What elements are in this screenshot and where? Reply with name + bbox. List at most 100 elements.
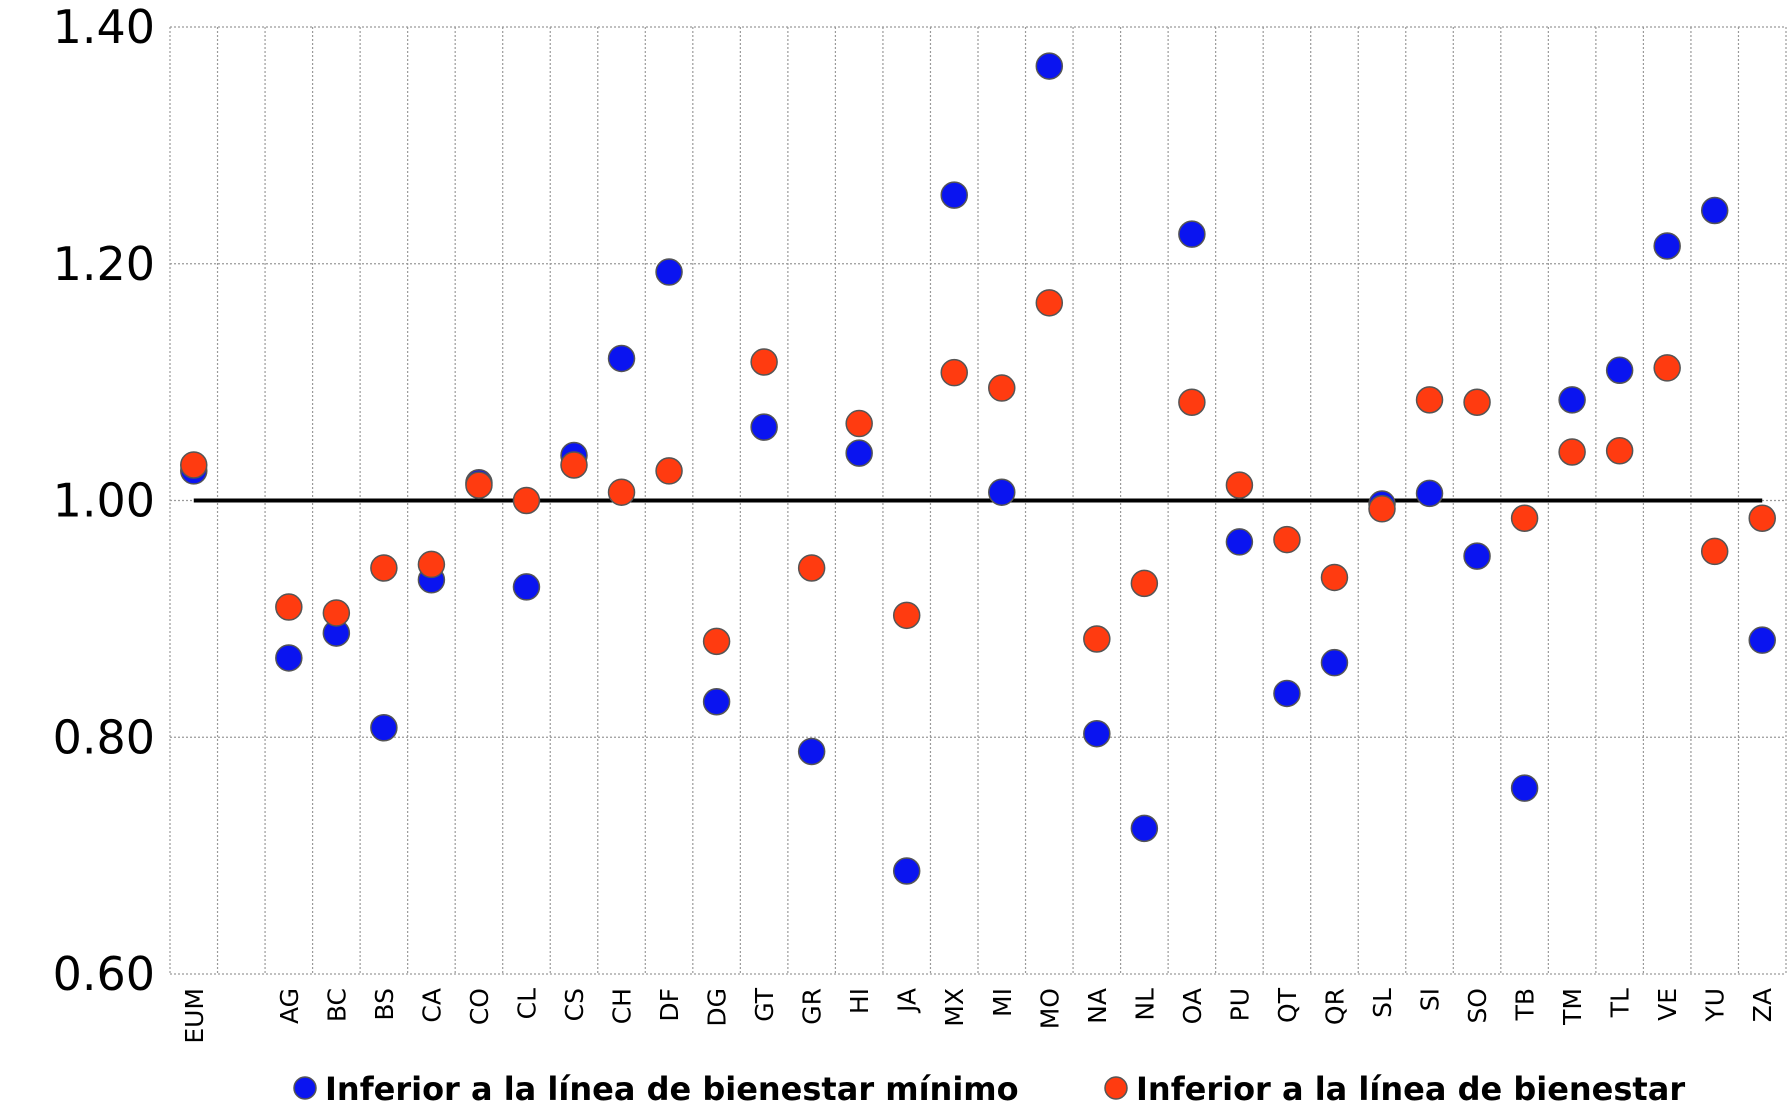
x-tick-label: BS — [370, 988, 399, 1021]
point-bienestar — [940, 358, 968, 387]
point-bienestar — [1368, 495, 1396, 523]
x-tick-label: GT — [750, 987, 779, 1021]
x-tick-label: SI — [1416, 988, 1445, 1011]
x-tick-label: CH — [608, 988, 637, 1024]
x-tick-label: YU — [1701, 988, 1730, 1023]
point-bienestar — [797, 554, 826, 582]
point-bienestar — [1035, 289, 1064, 317]
x-tick-label: ZA — [1748, 988, 1777, 1022]
x-tick-label: TM — [1558, 988, 1587, 1026]
point-bienestar — [370, 554, 398, 582]
point-bienestar — [1748, 504, 1776, 533]
point-bienestar-minimo — [845, 439, 873, 467]
point-bienestar-minimo — [892, 857, 921, 885]
x-tick-label: GR — [798, 988, 827, 1025]
point-bienestar — [845, 409, 873, 438]
point-bienestar-minimo — [1130, 814, 1159, 843]
point-bienestar-minimo — [940, 181, 968, 209]
point-bienestar — [1178, 388, 1206, 416]
point-bienestar-minimo — [275, 644, 303, 672]
point-bienestar — [892, 601, 921, 630]
x-tick-label: MO — [1035, 988, 1064, 1029]
point-bienestar — [322, 599, 351, 627]
x-tick-label: CA — [417, 988, 446, 1023]
point-bienestar — [465, 471, 493, 499]
legend-label-series-1: Inferior a la línea de bienestar mínimo — [325, 1070, 1019, 1108]
y-tick-label: 1.40 — [53, 0, 155, 54]
point-bienestar — [655, 457, 683, 485]
x-tick-label: AG — [275, 988, 304, 1024]
x-tick-label: QR — [1320, 988, 1349, 1025]
x-tick-label: EUM — [180, 988, 209, 1044]
x-tick-label: JA — [893, 988, 922, 1014]
y-tick-label: 0.60 — [53, 947, 155, 1001]
point-bienestar — [1130, 569, 1159, 598]
point-bienestar-minimo — [1415, 479, 1444, 508]
point-bienestar — [607, 478, 636, 506]
x-tick-label: OA — [1178, 988, 1207, 1024]
point-bienestar — [417, 550, 446, 579]
point-bienestar-minimo — [655, 258, 683, 286]
point-bienestar — [560, 451, 588, 479]
point-bienestar-minimo — [1558, 386, 1586, 414]
point-bienestar-minimo — [1510, 774, 1539, 802]
x-tick-label: CS — [560, 988, 589, 1021]
x-axis-ticks: EUM AG BC BS CA CO CL CS CH DF DG GT GR HI JA MX MI MO NA N… — [180, 987, 1777, 1043]
x-tick-label: MX — [940, 988, 969, 1027]
x-tick-label: CL — [512, 988, 541, 1019]
point-bienestar-minimo — [750, 413, 778, 441]
point-bienestar — [1273, 525, 1301, 554]
point-bienestar — [1700, 537, 1729, 566]
point-bienestar-minimo — [512, 573, 541, 601]
x-tick-label: SL — [1368, 988, 1397, 1018]
point-bienestar — [1653, 354, 1681, 382]
point-bienestar — [275, 593, 303, 621]
point-bienestar-minimo — [607, 344, 636, 373]
point-bienestar-minimo — [1463, 542, 1491, 570]
point-bienestar — [1225, 471, 1254, 499]
x-tick-label: NL — [1130, 988, 1159, 1021]
legend-marker-red — [1104, 1076, 1128, 1100]
point-bienestar — [1320, 563, 1349, 592]
point-bienestar-minimo — [1273, 679, 1301, 708]
point-bienestar-minimo — [1225, 528, 1254, 556]
point-bienestar-minimo — [1083, 719, 1111, 748]
legend-marker-blue — [293, 1076, 317, 1100]
y-tick-label: 0.80 — [53, 710, 155, 764]
point-bienestar-minimo — [1605, 356, 1634, 385]
legend-label-series-2: Inferior a la línea de bienestar — [1136, 1070, 1685, 1108]
point-bienestar-minimo — [370, 714, 398, 742]
x-tick-label: PU — [1225, 988, 1254, 1021]
x-tick-label: DG — [703, 988, 732, 1027]
point-bienestar — [1605, 437, 1634, 465]
x-tick-label: MI — [988, 988, 1017, 1017]
point-bienestar-minimo — [1700, 196, 1729, 225]
point-bienestar-minimo — [1035, 52, 1064, 80]
x-tick-label: VE — [1653, 988, 1682, 1021]
point-bienestar — [702, 627, 731, 656]
x-tick-label: TB — [1511, 988, 1540, 1021]
x-tick-label: TL — [1606, 988, 1635, 1018]
y-tick-label: 1.00 — [53, 474, 155, 528]
point-bienestar — [1510, 504, 1539, 533]
x-tick-label: QT — [1273, 987, 1302, 1023]
point-bienestar — [512, 486, 541, 515]
legend: Inferior a la línea de bienestar mínimo … — [293, 1070, 1685, 1108]
data-points — [180, 52, 1776, 885]
point-bienestar-minimo — [1178, 220, 1206, 248]
x-tick-label: HI — [845, 988, 874, 1014]
point-bienestar-minimo — [1653, 232, 1681, 260]
point-bienestar — [1463, 388, 1491, 416]
y-axis-ticks: 0.60 0.80 1.00 1.20 1.40 — [53, 0, 155, 1001]
point-bienestar — [1415, 386, 1444, 414]
point-bienestar — [988, 374, 1016, 402]
point-bienestar-minimo — [1320, 648, 1349, 677]
legend-item-series-1: Inferior a la línea de bienestar mínimo — [293, 1070, 1019, 1108]
point-bienestar-minimo — [797, 737, 826, 766]
point-bienestar — [1083, 625, 1111, 653]
point-bienestar — [750, 348, 778, 376]
point-bienestar — [180, 451, 208, 479]
y-tick-label: 1.20 — [53, 237, 155, 291]
x-tick-label: SO — [1463, 988, 1492, 1024]
